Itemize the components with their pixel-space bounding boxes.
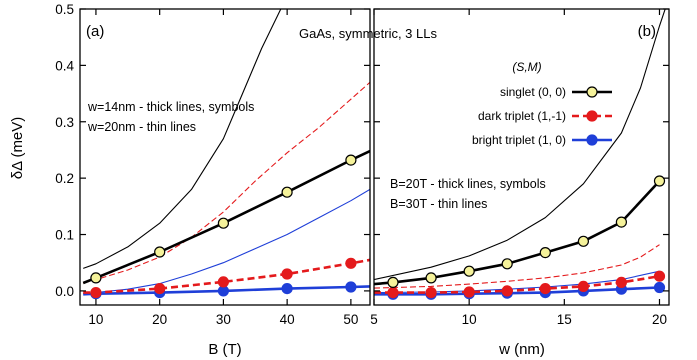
marker-a-singlet-20 [154,246,166,258]
y-tick-label-4: 0.4 [55,58,74,73]
legend: (S,M) singlet (0, 0) dark triplet (1,-1)… [472,60,612,147]
legend-swatches [572,86,612,146]
y-tick-label-2: 0.2 [55,171,74,186]
marker-a-dark-10 [90,287,102,299]
y-tick-label-1: 0.1 [55,228,74,243]
x-tick-label-a-50: 50 [343,312,358,327]
marker-b-dark-14 [539,283,551,295]
panel-a-note-2: w=20nm - thin lines [87,120,196,134]
marker-b-singlet-6 [387,276,399,288]
marker-b-singlet-18 [615,216,628,228]
x-tick-label-a-10: 10 [88,312,103,327]
panel-b-note-1: B=20T - thick lines, symbols [390,177,546,191]
panel-b-note-2: B=30T - thin lines [390,197,487,211]
marker-b-dark-18 [615,276,628,288]
plot-area-a [82,9,370,300]
x-tick-label-b-20: 20 [652,312,667,327]
legend-label-singlet: singlet (0, 0) [500,85,566,99]
legend-header: (S,M) [512,60,541,74]
series-line-b-bright-thin [374,270,660,294]
marker-a-singlet-40 [281,186,293,198]
plot-frame-b [373,8,670,306]
marker-b-dark-20 [653,270,666,282]
x-tick-label-a-40: 40 [280,312,295,327]
marker-b-singlet-12 [501,258,513,270]
marker-b-singlet-16 [577,235,590,247]
marker-b-singlet-10 [463,265,475,277]
y-axis-label: δΔ (meV) [9,117,26,180]
marker-a-bright-50 [345,281,357,293]
marker-a-singlet-10 [90,272,102,284]
x-tick-label-b-5: 5 [370,312,378,327]
y-tick-label-0: 0.0 [55,284,74,299]
marker-b-dark-12 [501,285,513,297]
series-line-b-singlet-thin [374,9,666,281]
marker-b-singlet-8 [425,272,437,284]
legend-label-dark: dark triplet (1,-1) [478,109,566,123]
marker-b-dark-10 [463,286,475,298]
panel-b-tag: (b) [638,23,656,40]
panel-b: 5 10 15 20 [370,8,670,327]
marker-a-dark-20 [154,283,166,295]
marker-b-dark-6 [387,287,399,299]
legend-label-bright: bright triplet (1, 0) [472,133,566,147]
y-tick-label-3: 0.3 [55,115,74,130]
marker-b-dark-8 [425,287,437,299]
x-tick-label-a-20: 20 [152,312,167,327]
legend-marker-bright [586,134,598,146]
marker-a-dark-30 [217,276,229,288]
marker-b-dark-16 [577,280,590,292]
marker-b-singlet-20 [653,175,666,187]
figure-title: GaAs, symmetric, 3 LLs [299,26,437,41]
x-tick-label-b-15: 15 [557,312,572,327]
panel-a: 10 20 30 40 50 0.0 0.1 0.2 0.3 0.4 0.5 [55,2,371,327]
marker-b-bright-20 [653,281,666,294]
y-tick-label-5: 0.5 [55,2,74,17]
marker-a-singlet-30 [217,217,229,229]
marker-b-singlet-14 [539,247,551,259]
x-tick-label-b-10: 10 [462,312,477,327]
panel-a-xlabel: B (T) [208,341,241,358]
series-line-a-singlet-thin [83,9,282,269]
plot-area-b [374,9,666,300]
panel-a-tag: (a) [86,23,104,40]
series-line-a-singlet-thick [82,149,370,285]
legend-marker-singlet [586,86,598,98]
marker-a-singlet-50 [345,154,357,166]
marker-a-dark-50 [345,257,357,269]
panel-a-note-1: w=14nm - thick lines, symbols [87,100,254,114]
plot-frame-a [79,8,371,306]
series-line-b-dark-thin [374,244,660,289]
panel-b-xlabel: w (nm) [498,341,545,358]
marker-a-bright-40 [281,283,293,295]
series-line-a-dark-thin [83,81,370,284]
x-tick-label-a-30: 30 [216,312,231,327]
legend-marker-dark [586,110,598,122]
marker-a-dark-40 [281,268,293,280]
